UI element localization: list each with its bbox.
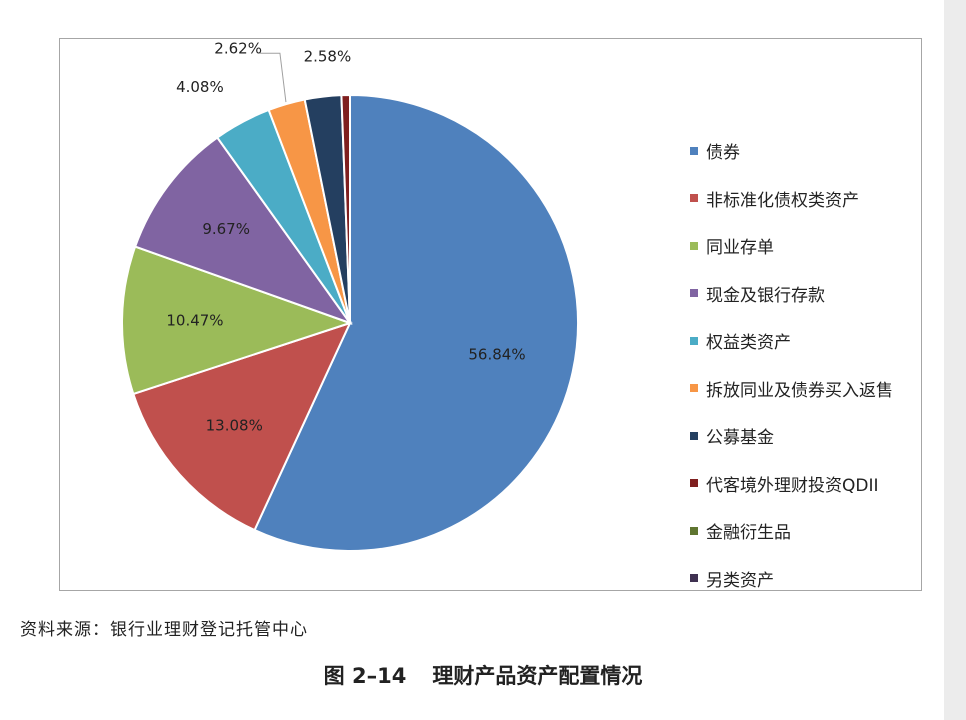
pie-chart: 56.84% 13.08% 10.47% 9.67% 4.08% 2.62% 2.58% [121,40,579,552]
data-label-4: 4.08% [176,78,224,96]
legend-swatch [690,289,698,298]
data-label-2: 10.47% [166,312,223,330]
page-edge-strip [944,0,966,720]
legend-item: 债券 [690,127,966,175]
legend-item: 非标准化债权类资产 [690,175,966,223]
legend-item: 同业存单 [690,222,966,270]
source-note: 资料来源：银行业理财登记托管中心 [20,620,308,640]
legend-item: 金融衍生品 [690,507,966,555]
pie-slice-0 [253,93,579,552]
legend-label: 代客境外理财投资QDII [706,475,879,496]
legend-label: 现金及银行存款 [706,285,825,306]
legend-label: 债券 [706,143,740,164]
data-label-1: 13.08% [206,417,263,435]
legend-item: 权益类资产 [690,317,966,365]
data-label-6: 2.58% [304,47,352,65]
leader-line-5 [260,52,287,103]
legend-label: 公募基金 [706,428,774,449]
figure-caption: 图 2–14 理财产品资产配置情况 [0,660,966,690]
legend-swatch [690,384,698,393]
legend-item: 代客境外理财投资QDII [690,460,966,508]
legend-swatch [690,526,698,535]
data-label-3: 9.67% [202,220,250,238]
chart-frame: 56.84% 13.08% 10.47% 9.67% 4.08% 2.62% 2.58% 债… [59,38,922,591]
legend-swatch [690,336,698,345]
figure-title: 理财产品资产配置情况 [432,664,643,688]
figure-number: 图 2–14 [323,664,407,688]
pie-slice-1 [132,321,352,532]
legend-swatch [690,479,698,488]
pie-slice-7 [340,93,351,324]
data-label-0: 56.84% [468,346,525,364]
pie-slice-2 [121,245,354,396]
chart-legend: 债券非标准化债权类资产 同业存单现金及银行存款 权益类资产拆放同业及债券买入返售 公募… [690,127,966,602]
legend-item: 公募基金 [690,412,966,460]
legend-label: 权益类资产 [706,333,791,354]
legend-swatch [690,241,698,250]
legend-item: 现金及银行存款 [690,270,966,318]
legend-label: 同业存单 [706,238,774,259]
legend-swatch [690,574,698,583]
legend-item: 拆放同业及债券买入返售 [690,365,966,413]
legend-swatch [690,146,698,155]
legend-label: 另类资产 [706,570,774,591]
legend-swatch [690,431,698,440]
data-label-5: 2.62% [214,40,262,58]
legend-label: 拆放同业及债券买入返售 [706,380,893,401]
legend-label: 非标准化债权类资产 [706,190,859,211]
legend-swatch [690,194,698,203]
legend-item: 另类资产 [690,555,966,603]
pie-slice-3 [133,136,353,326]
legend-label: 金融衍生品 [706,523,791,544]
